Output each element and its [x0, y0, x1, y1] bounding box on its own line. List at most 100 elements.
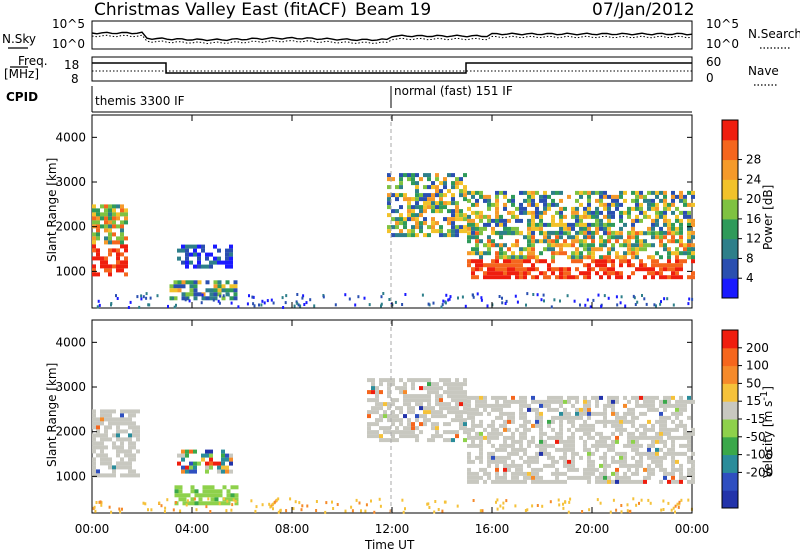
- data-cell: [507, 463, 511, 468]
- data-cell: [503, 271, 507, 276]
- data-cell: [523, 459, 527, 464]
- data-cell: [427, 382, 431, 387]
- data-cell: [124, 244, 128, 249]
- data-cell: [447, 382, 451, 387]
- data-cell: [655, 395, 659, 400]
- data-cell: [603, 435, 607, 440]
- data-cell: [471, 443, 475, 448]
- data-cell: [92, 457, 96, 462]
- data-cell: [583, 475, 587, 480]
- data-cell: [129, 300, 132, 304]
- data-cell: [632, 294, 635, 298]
- data-cell: [479, 263, 483, 268]
- data-cell: [431, 193, 435, 198]
- data-cell: [371, 406, 375, 411]
- data-cell: [511, 443, 515, 448]
- data-cell: [403, 225, 407, 230]
- data-cell: [399, 378, 403, 383]
- data-cell: [615, 206, 619, 211]
- data-cell: [595, 419, 599, 424]
- data-cell: [495, 475, 499, 480]
- data-cell: [415, 233, 419, 238]
- data-cell: [651, 467, 655, 472]
- data-cell: [623, 463, 627, 468]
- data-cell: [205, 288, 210, 293]
- data-cell: [495, 210, 499, 215]
- data-cell: [591, 210, 595, 215]
- data-cell: [571, 475, 575, 480]
- data-cell: [459, 181, 463, 186]
- data-cell: [232, 498, 235, 502]
- data-cell: [583, 226, 587, 231]
- data-cell: [527, 247, 531, 252]
- data-cell: [503, 467, 507, 472]
- data-cell: [128, 437, 132, 442]
- data-cell: [563, 443, 567, 448]
- data-cell: [213, 292, 218, 297]
- data-cell: [575, 210, 579, 215]
- data-cell: [599, 194, 603, 199]
- data-cell: [128, 473, 132, 478]
- data-cell: [116, 256, 120, 261]
- data-cell: [270, 298, 273, 302]
- data-cell: [471, 235, 475, 240]
- data-cell: [591, 463, 595, 468]
- data-cell: [313, 304, 316, 308]
- data-cell: [92, 216, 96, 221]
- data-cell: [435, 382, 439, 387]
- data-cell: [233, 296, 238, 301]
- data-cell: [567, 235, 571, 240]
- data-cell: [519, 479, 523, 484]
- data-cell: [427, 378, 431, 383]
- data-cell: [679, 210, 683, 215]
- data-cell: [100, 473, 104, 478]
- data-cell: [140, 294, 143, 298]
- data-cell: [531, 399, 535, 404]
- data-cell: [435, 390, 439, 395]
- data-cell: [221, 457, 225, 462]
- data-cell: [467, 443, 471, 448]
- data-cell: [209, 260, 213, 265]
- data-cell: [559, 415, 563, 420]
- data-cell: [213, 296, 218, 301]
- data-cell: [563, 479, 567, 484]
- data-cell: [503, 479, 507, 484]
- data-cell: [475, 210, 479, 215]
- data-cell: [687, 275, 691, 280]
- data-cell: [599, 259, 603, 264]
- data-cell: [675, 239, 679, 244]
- data-cell: [197, 292, 202, 297]
- data-cell: [691, 479, 695, 484]
- data-cell: [615, 419, 619, 424]
- data-cell: [639, 459, 643, 464]
- data-cell: [479, 467, 483, 472]
- data-cell: [631, 411, 635, 416]
- data-cell: [675, 194, 679, 199]
- data-cell: [443, 177, 447, 182]
- data-cell: [411, 213, 415, 218]
- data-cell: [169, 288, 174, 293]
- data-cell: [543, 235, 547, 240]
- data-cell: [607, 399, 611, 404]
- data-cell: [639, 443, 643, 448]
- data-cell: [603, 259, 607, 264]
- data-cell: [503, 190, 507, 195]
- data-cell: [679, 239, 683, 244]
- data-cell: [136, 449, 140, 454]
- data-cell: [651, 255, 655, 260]
- data-cell: [599, 419, 603, 424]
- data-cell: [611, 243, 615, 248]
- data-cell: [104, 208, 108, 213]
- data-cell: [415, 378, 419, 383]
- data-cell: [432, 301, 435, 305]
- data-cell: [679, 435, 683, 440]
- data-cell: [659, 399, 663, 404]
- data-cell: [643, 451, 647, 456]
- data-cell: [499, 267, 503, 272]
- data-cell: [507, 198, 511, 203]
- data-cell: [371, 434, 375, 439]
- data-cell: [559, 222, 563, 227]
- data-cell: [475, 259, 479, 264]
- data-cell: [411, 197, 415, 202]
- data-cell: [539, 403, 543, 408]
